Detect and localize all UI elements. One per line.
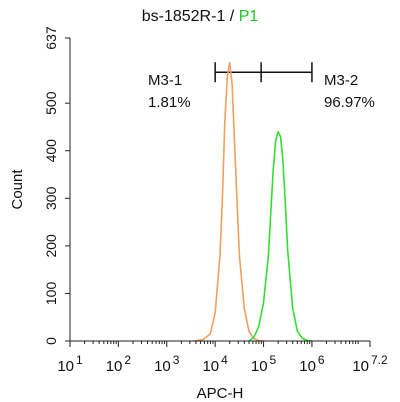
sample-name: bs-1852R-1 [141, 8, 226, 25]
y-axis-title: Count [9, 169, 26, 210]
histogram-series-1 [193, 61, 264, 342]
y-tick-label: 200 [43, 234, 59, 258]
y-tick-label: 400 [43, 139, 59, 163]
y-tick-label: 300 [43, 186, 59, 210]
histogram-series-2 [248, 130, 312, 342]
x-tick-label: 10 2 [106, 353, 132, 375]
gate-name-label: M3-1 [148, 72, 182, 89]
x-tick-label: 10 6 [299, 353, 325, 375]
y-tick-label: 500 [43, 91, 59, 115]
x-axis-title: APC-H [197, 385, 244, 402]
x-tick-label: 10 7.2 [352, 353, 388, 375]
title-separator: / [225, 8, 239, 25]
gate-name-label: M3-2 [324, 72, 358, 89]
x-tick-label: 10 1 [57, 353, 83, 375]
chart-title: bs-1852R-1 / P1 [0, 8, 400, 26]
x-tick-label: 10 5 [251, 353, 277, 375]
y-tick-label: 0 [43, 337, 59, 345]
x-tick-label: 10 3 [154, 353, 180, 375]
y-tick-label: 637 [43, 26, 59, 50]
gate-percent-label: 96.97% [324, 94, 375, 111]
gate-percent-label: 1.81% [148, 94, 191, 111]
x-tick-label: 10 4 [202, 353, 228, 375]
y-tick-label: 100 [43, 282, 59, 306]
gate-name: P1 [238, 8, 259, 25]
